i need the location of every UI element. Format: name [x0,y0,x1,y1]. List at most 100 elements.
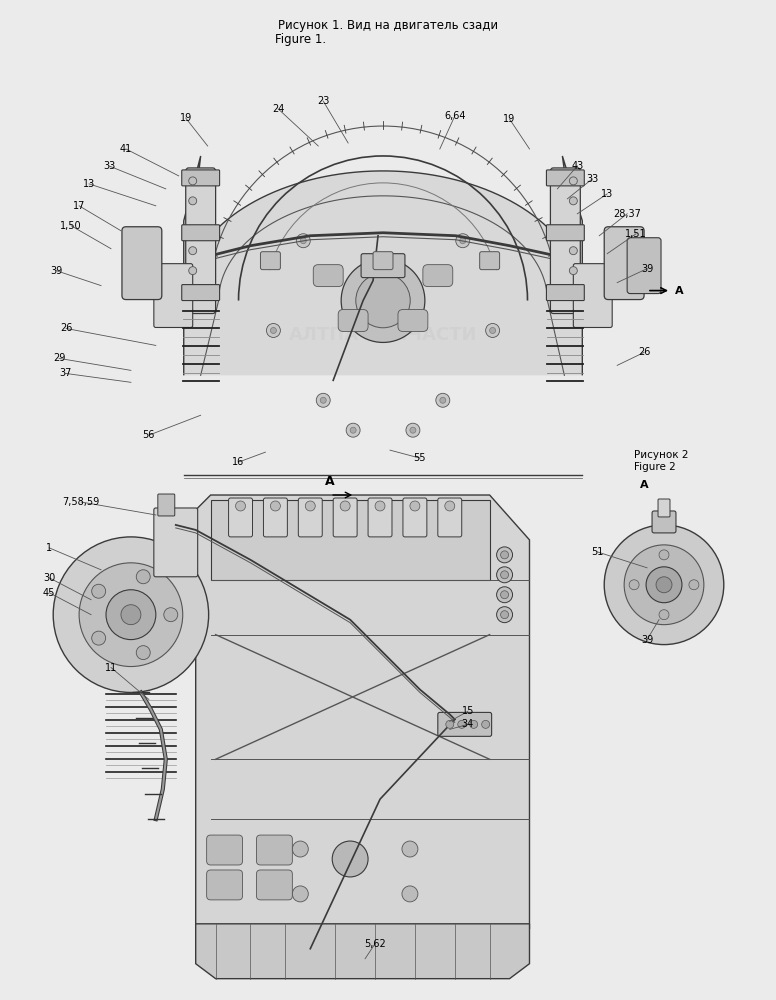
Text: 26: 26 [638,347,650,357]
Circle shape [189,247,196,255]
Text: 15: 15 [462,706,474,716]
FancyBboxPatch shape [158,494,175,516]
Circle shape [293,886,308,902]
FancyBboxPatch shape [573,264,612,327]
FancyBboxPatch shape [338,310,368,331]
Circle shape [350,427,356,433]
Text: A: A [325,475,335,488]
Text: Рисунок 1. Вид на двигатель сзади: Рисунок 1. Вид на двигатель сзади [278,19,498,32]
Text: 1,50: 1,50 [61,221,82,231]
FancyBboxPatch shape [550,168,580,314]
Circle shape [497,587,513,603]
Circle shape [410,427,416,433]
Circle shape [482,720,490,728]
FancyBboxPatch shape [605,227,644,300]
Circle shape [317,393,331,407]
Polygon shape [196,495,529,929]
Circle shape [501,591,508,599]
FancyBboxPatch shape [546,170,584,186]
Circle shape [270,501,280,511]
Text: 23: 23 [317,96,330,106]
Circle shape [605,525,724,645]
Circle shape [296,234,310,248]
FancyBboxPatch shape [314,265,343,287]
Circle shape [54,537,209,692]
Circle shape [570,247,577,255]
FancyBboxPatch shape [368,498,392,537]
Circle shape [459,238,466,244]
FancyBboxPatch shape [373,252,393,270]
Circle shape [236,501,245,511]
FancyBboxPatch shape [229,498,252,537]
FancyBboxPatch shape [206,835,243,865]
Text: 11: 11 [105,663,117,673]
Text: 51: 51 [591,547,604,557]
FancyBboxPatch shape [206,870,243,900]
FancyBboxPatch shape [261,252,280,270]
Circle shape [320,397,326,403]
Circle shape [445,501,455,511]
FancyBboxPatch shape [182,285,220,301]
Circle shape [624,545,704,625]
FancyBboxPatch shape [263,498,287,537]
Circle shape [570,267,577,275]
Circle shape [270,327,276,333]
Text: 34: 34 [462,719,474,729]
Text: 17: 17 [73,201,85,211]
Circle shape [659,610,669,620]
Circle shape [402,841,418,857]
Text: 19: 19 [504,114,516,124]
Polygon shape [196,924,529,979]
Circle shape [189,177,196,185]
Text: 33: 33 [586,174,598,184]
Text: Рисунок 2: Рисунок 2 [634,450,688,460]
FancyBboxPatch shape [154,508,198,577]
FancyBboxPatch shape [438,498,462,537]
Text: 5,62: 5,62 [364,939,386,949]
Text: Figure 1.: Figure 1. [275,33,326,46]
Circle shape [570,197,577,205]
Circle shape [121,605,141,625]
Text: Figure 2: Figure 2 [634,462,676,472]
Circle shape [266,323,280,337]
Text: 30: 30 [43,573,55,583]
Text: A: A [675,286,684,296]
Circle shape [164,608,178,622]
Circle shape [189,267,196,275]
Circle shape [106,590,156,640]
FancyBboxPatch shape [154,264,192,327]
Text: АЛТПА-ЗАПЧАСТИ: АЛТПА-ЗАПЧАСТИ [289,326,477,344]
Text: 29: 29 [53,353,65,363]
FancyBboxPatch shape [546,225,584,241]
Circle shape [341,259,425,342]
Text: 1: 1 [46,543,52,553]
FancyBboxPatch shape [210,500,490,580]
FancyBboxPatch shape [480,252,500,270]
Circle shape [497,547,513,563]
Circle shape [501,571,508,579]
Text: 6,64: 6,64 [444,111,466,121]
Circle shape [92,584,106,598]
Text: 1,51: 1,51 [625,229,647,239]
Text: 16: 16 [232,457,244,467]
Text: 19: 19 [179,113,192,123]
Circle shape [497,567,513,583]
FancyBboxPatch shape [658,499,670,517]
Text: 56: 56 [143,430,155,440]
Circle shape [445,720,454,728]
Circle shape [440,397,445,403]
Circle shape [410,501,420,511]
FancyBboxPatch shape [257,870,293,900]
Circle shape [469,720,478,728]
FancyBboxPatch shape [652,511,676,533]
FancyBboxPatch shape [627,238,661,294]
Text: 13: 13 [83,179,95,189]
Circle shape [486,323,500,337]
Text: 43: 43 [571,161,584,171]
Text: 39: 39 [641,635,653,645]
Text: 39: 39 [50,266,62,276]
Text: 24: 24 [272,104,285,114]
Circle shape [300,238,307,244]
FancyBboxPatch shape [122,227,162,300]
Circle shape [332,841,368,877]
